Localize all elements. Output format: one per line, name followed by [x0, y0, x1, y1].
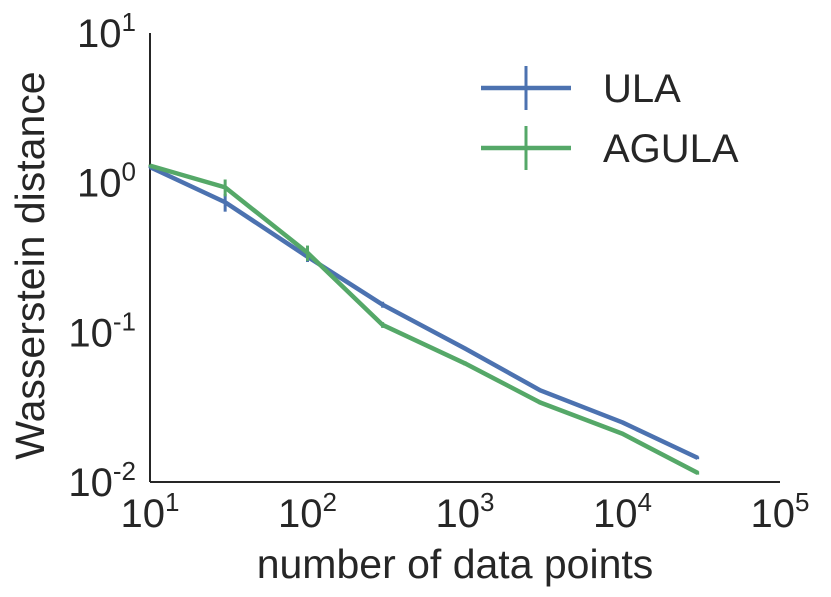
legend-item-ula: ULA [481, 66, 681, 111]
y-tick-base: 10 [77, 162, 122, 206]
legend-label: ULA [603, 67, 681, 111]
legend-label: AGULA [603, 127, 739, 171]
series-agula [148, 163, 700, 475]
y-axis-label: Wasserstein distance [7, 71, 53, 459]
x-tick-label: 104 [593, 487, 652, 536]
x-tick-label: 101 [121, 487, 180, 536]
x-tick-exponent: 2 [323, 487, 337, 517]
x-tick-labels: 101 102 103 104 105 [121, 487, 810, 536]
y-tick-label: 10-1 [68, 306, 136, 355]
y-tick-exponent: -1 [113, 306, 136, 336]
legend: ULA AGULA [481, 66, 739, 171]
series-ula [148, 165, 700, 460]
series-lines [148, 163, 700, 475]
y-tick-exponent: 1 [122, 7, 136, 37]
x-tick-exponent: 1 [165, 487, 179, 517]
series-line-agula [149, 163, 699, 475]
x-tick-exponent: 5 [795, 487, 809, 517]
x-tick-base: 10 [751, 492, 796, 536]
x-tick-exponent: 4 [638, 487, 652, 517]
x-axis-label: number of data points [257, 541, 654, 587]
x-tick-base: 10 [436, 492, 481, 536]
x-tick-base: 10 [121, 492, 166, 536]
legend-item-agula: AGULA [481, 126, 739, 171]
y-tick-label: 101 [77, 7, 136, 56]
y-tick-label: 10-2 [68, 456, 136, 505]
x-tick-base: 10 [278, 492, 323, 536]
y-tick-label: 100 [77, 157, 136, 206]
axes [149, 33, 780, 483]
y-tick-exponent: 0 [122, 157, 136, 187]
x-tick-label: 105 [751, 487, 810, 536]
series-line-ula [149, 165, 699, 460]
x-tick-exponent: 3 [480, 487, 494, 517]
x-tick-base: 10 [593, 492, 638, 536]
y-tick-exponent: -2 [113, 456, 136, 486]
x-tick-label: 103 [436, 487, 495, 536]
x-tick-label: 102 [278, 487, 337, 536]
y-tick-base: 10 [77, 12, 122, 56]
y-tick-base: 10 [68, 311, 113, 355]
y-tick-base: 10 [68, 461, 113, 505]
